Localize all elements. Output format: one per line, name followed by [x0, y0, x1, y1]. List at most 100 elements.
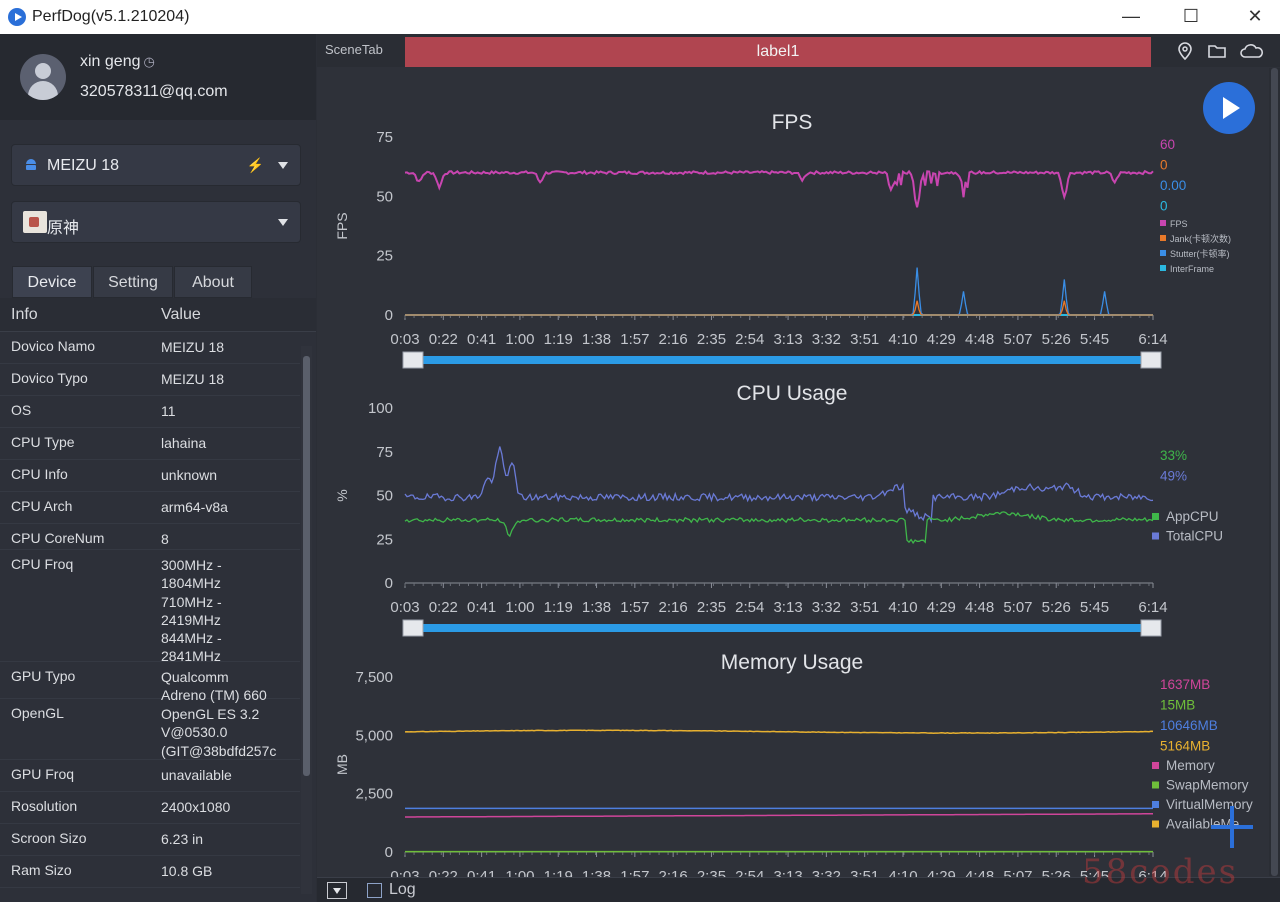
row-value: Qualcomm Adreno (TM) 660	[161, 669, 267, 704]
x-tick-label: 5:26	[1042, 599, 1071, 616]
legend-label: Stutter(卡顿率)	[1170, 248, 1230, 259]
x-tick-label: 1:00	[505, 868, 534, 877]
range-slider-left-handle	[402, 619, 424, 637]
table-row[interactable]: OS 11	[0, 396, 300, 428]
table-row[interactable]: GPU Typo Qualcomm Adreno (TM) 660	[0, 662, 300, 703]
x-tick-label: 1:57	[620, 331, 649, 348]
legend-label: AppCPU	[1166, 509, 1219, 524]
x-tick-label: 2:54	[735, 331, 764, 348]
current-value: 0.00	[1160, 178, 1186, 193]
y-tick-label: 5,000	[355, 727, 393, 744]
table-row[interactable]: Scroon Sizo 6.23 in	[0, 824, 300, 856]
x-tick-label: 2:16	[659, 868, 688, 877]
table-row[interactable]: CPU CoreNum 8	[0, 524, 300, 550]
x-tick-label: 1:00	[505, 331, 534, 348]
y-axis-label: %	[334, 489, 350, 501]
tab-about[interactable]: About	[174, 266, 252, 298]
scene-tab-label[interactable]: SceneTab	[325, 42, 383, 57]
table-row[interactable]: Ram Sizo 10.8 GB	[0, 856, 300, 888]
scrollbar-thumb[interactable]	[1271, 68, 1278, 876]
device-info-table: Info Value Dovico Namo MEIZU 18 Dovico Typ…	[0, 298, 316, 902]
table-row[interactable]: CPU Info unknown	[0, 460, 300, 492]
row-key: CPU Froq	[11, 556, 74, 572]
x-tick-label: 4:48	[965, 599, 994, 616]
app-name: 原神	[47, 220, 80, 237]
user-email: 320578311@qq.com	[80, 83, 228, 100]
x-tick-label: 5:45	[1080, 599, 1109, 616]
table-row[interactable]: CPU Type lahaina	[0, 428, 300, 460]
x-tick-label: 5:07	[1003, 868, 1032, 877]
row-value: 2400x1080	[161, 799, 231, 815]
x-tick-label: 2:54	[735, 868, 764, 877]
collapse-dropdown-button[interactable]	[327, 882, 347, 899]
x-tick-label: 0:03	[390, 868, 419, 877]
table-row[interactable]: Dovico Namo MEIZU 18	[0, 332, 300, 364]
device-dropdown[interactable]: MEIZU 18 ⚡	[11, 144, 301, 186]
add-chart-button[interactable]	[1209, 804, 1255, 850]
watermark: 58codes	[1082, 852, 1239, 892]
x-tick-label: 2:35	[697, 331, 726, 348]
x-tick-label: 3:51	[850, 599, 879, 616]
app-dropdown[interactable]: 原神	[11, 201, 301, 243]
x-tick-label: 4:29	[927, 868, 956, 877]
x-tick-label: 4:10	[888, 868, 917, 877]
legend-swatch	[1160, 250, 1166, 256]
minimize-button[interactable]: —	[1122, 6, 1140, 26]
window-title: PerfDog(v5.1.210204)	[32, 8, 190, 25]
maximize-button[interactable]: ☐	[1182, 6, 1200, 26]
row-key: OpenGL	[11, 705, 64, 721]
current-value: 0	[1160, 158, 1168, 173]
folder-icon[interactable]	[1207, 41, 1227, 61]
table-header: Info Value	[0, 298, 316, 332]
y-tick-label: 2,500	[355, 786, 393, 803]
legend-label: Jank(卡顿次数)	[1170, 233, 1231, 244]
legend-swatch	[1152, 762, 1159, 769]
location-icon[interactable]	[1175, 41, 1195, 61]
x-tick-label: 0:03	[390, 599, 419, 616]
table-scrollbar[interactable]	[301, 346, 312, 894]
x-tick-label: 6:14	[1138, 599, 1167, 616]
row-value: lahaina	[161, 435, 207, 451]
y-tick-label: 75	[376, 444, 393, 461]
user-profile: xin geng ◷ 320578311@qq.com	[0, 34, 316, 120]
range-slider-track	[415, 356, 1143, 364]
row-key: Dovico Namo	[11, 338, 96, 354]
y-axis-label: FPS	[334, 212, 350, 239]
x-tick-label: 4:10	[888, 331, 917, 348]
table-row[interactable]: CPU Arch arm64-v8a	[0, 492, 300, 524]
range-slider-track	[415, 624, 1143, 632]
tab-setting[interactable]: Setting	[93, 266, 173, 298]
perfdog-logo-icon	[8, 8, 26, 26]
memory-series-line	[404, 729, 1154, 734]
y-tick-label: 7,500	[355, 669, 393, 686]
play-button[interactable]	[1203, 82, 1255, 134]
scrollbar-thumb[interactable]	[303, 356, 310, 776]
row-key: GPU Typo	[11, 668, 76, 684]
log-checkbox[interactable]	[367, 883, 382, 898]
device-name: MEIZU 18	[47, 157, 120, 174]
table-row[interactable]: Dovico Typo MEIZU 18	[0, 364, 300, 396]
tab-device[interactable]: Device	[12, 266, 92, 298]
row-value: 300MHz - 1804MHz 710MHz - 2419MHz 844MHz…	[161, 557, 222, 665]
table-row[interactable]: CPU Froq 300MHz - 1804MHz 710MHz - 2419MH…	[0, 550, 300, 664]
x-tick-label: 1:19	[544, 331, 573, 348]
x-tick-label: 2:54	[735, 599, 764, 616]
table-row[interactable]: Rosolution 2400x1080	[0, 792, 300, 824]
close-button[interactable]: ✕	[1247, 6, 1263, 26]
y-tick-label: 0	[385, 844, 393, 861]
cloud-icon[interactable]	[1239, 41, 1265, 61]
main-panel: SceneTab label1 FPS 75 50 25 0 FPS 0:03 0:22 0:4…	[317, 34, 1280, 902]
table-row[interactable]: OpenGL OpenGL ES 3.2 V@0530.0 (GIT@38bdfd…	[0, 699, 300, 760]
x-tick-label: 1:19	[544, 599, 573, 616]
avatar[interactable]	[20, 54, 66, 100]
x-tick-label: 3:13	[773, 599, 802, 616]
y-tick-label: 0	[385, 307, 393, 324]
table-row[interactable]: GPU Froq unavailable	[0, 760, 300, 792]
y-tick-label: 25	[376, 531, 393, 548]
main-scrollbar[interactable]	[1269, 68, 1280, 876]
y-tick-label: 75	[376, 129, 393, 146]
x-tick-label: 4:48	[965, 331, 994, 348]
scene-label-bar[interactable]: label1	[405, 37, 1151, 67]
x-tick-label: 6:14	[1138, 868, 1167, 877]
row-value: arm64-v8a	[161, 499, 228, 515]
